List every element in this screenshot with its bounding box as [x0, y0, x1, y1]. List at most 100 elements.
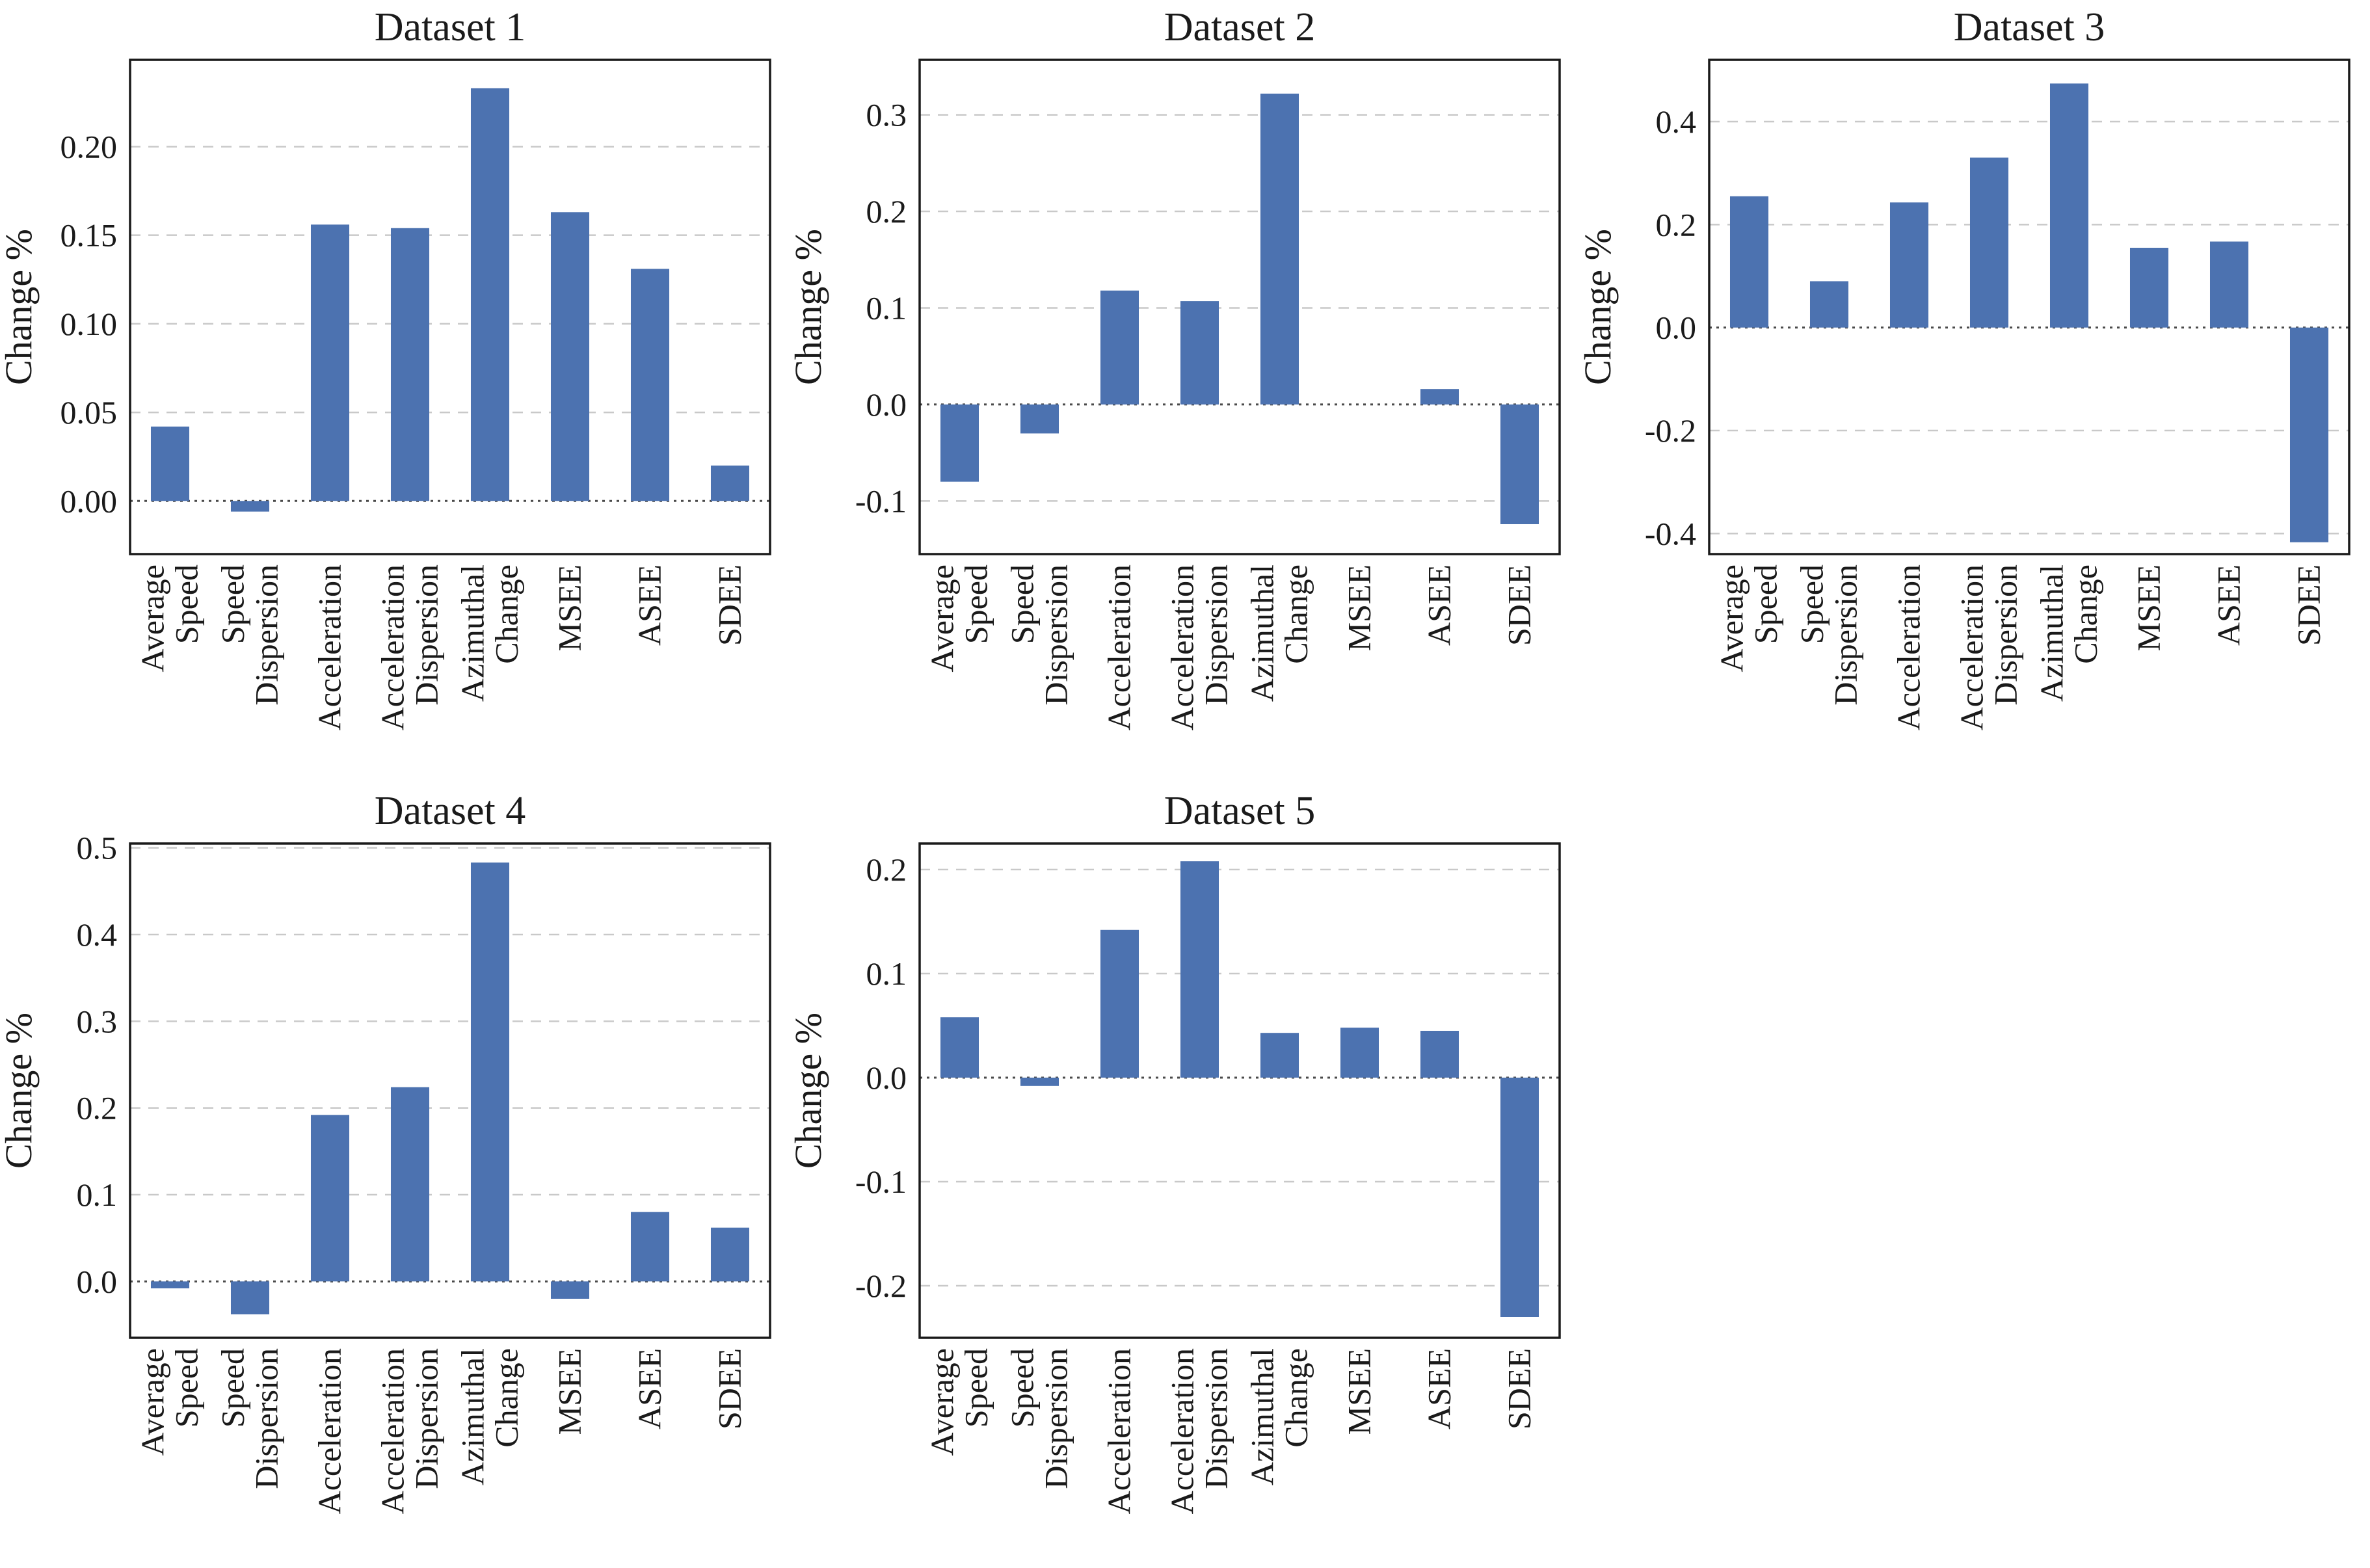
chart-title: Dataset 3: [1954, 5, 2105, 49]
x-tick-label: Average: [924, 1348, 961, 1456]
y-axis-label: Change %: [1579, 229, 1619, 385]
bar: [2209, 241, 2249, 328]
bar: [2289, 327, 2329, 542]
y-tick-label: 0.10: [60, 306, 118, 342]
y-tick-label: 0.20: [60, 128, 118, 165]
bar: [310, 1115, 350, 1282]
bar: [390, 228, 430, 501]
bar: [1260, 93, 1299, 405]
x-tick-label: ASEE: [1421, 565, 1458, 646]
y-tick-label: 0.4: [77, 916, 118, 953]
plot-frame: [918, 842, 1561, 1339]
chart-title: Dataset 5: [1164, 789, 1315, 833]
bar: [1969, 157, 2009, 328]
bar: [550, 1281, 590, 1299]
bar: [150, 426, 190, 501]
x-tick-label: Dispersion: [1988, 565, 2024, 706]
bar: [1020, 1078, 1059, 1086]
x-tick-label: SDEE: [1501, 1348, 1538, 1429]
x-tick-label: MSEE: [552, 565, 588, 651]
empty-cell: [1579, 784, 2369, 1567]
x-tick-label: Dispersion: [1038, 1348, 1074, 1489]
y-tick-label: 0.1: [866, 955, 907, 992]
x-tick-label: Average: [924, 565, 961, 672]
chart-title: Dataset 1: [375, 5, 526, 49]
bar: [230, 501, 270, 512]
bar: [940, 404, 979, 482]
x-tick-label: SDEE: [712, 1348, 748, 1429]
y-tick-label: 0.2: [1656, 206, 1697, 243]
bar: [1100, 929, 1139, 1078]
x-tick-label: Speed: [958, 565, 994, 644]
y-tick-label: 0.1: [866, 289, 907, 326]
bar: [710, 1227, 750, 1282]
y-tick-label: 0.2: [77, 1090, 118, 1126]
bar: [940, 1017, 979, 1078]
x-tick-label: Acceleration: [312, 565, 348, 730]
bar: [230, 1281, 270, 1314]
x-tick-label: Acceleration: [375, 1348, 411, 1514]
y-tick-label: 0.3: [866, 97, 907, 133]
x-tick-label: Acceleration: [375, 565, 411, 730]
chart-dataset-5: -0.2 -0.1 0.0 0.1 0.2 Average Speed Speed Disper…: [790, 784, 1579, 1567]
x-tick-label: Azimuthal: [1244, 1348, 1281, 1485]
x-tick-label: Acceleration: [1891, 565, 1927, 730]
chart-dataset-4: 0.0 0.1 0.2 0.3 0.4 0.5 Average Speed Speed Dispe…: [0, 784, 790, 1567]
y-tick-label: -0.4: [1645, 515, 1696, 551]
y-tick-label: 0.2: [866, 851, 907, 888]
y-tick-label: 0.00: [60, 483, 118, 519]
x-tick-label: Change: [2068, 565, 2104, 664]
bar: [150, 1281, 190, 1288]
x-tick-label: Dispersion: [248, 565, 285, 706]
x-tick-label: Dispersion: [1038, 565, 1074, 706]
bar: [390, 1087, 430, 1282]
x-tick-label: Dispersion: [248, 1348, 285, 1489]
bar: [1100, 290, 1139, 405]
x-tick-label: Average: [1714, 565, 1750, 672]
x-tick-label: Speed: [168, 1348, 205, 1428]
y-tick-label: 0.0: [866, 386, 907, 423]
x-tick-label: Speed: [1748, 565, 1784, 644]
y-tick-label: 0.1: [77, 1176, 118, 1213]
plot-frame: [1708, 59, 2350, 555]
y-axis-label: Change %: [0, 1013, 40, 1169]
bar: [1020, 404, 1059, 434]
y-tick-label: 0.05: [60, 394, 118, 431]
bar: [1500, 1078, 1539, 1317]
x-tick-label: MSEE: [552, 1348, 588, 1435]
chart-title: Dataset 2: [1164, 5, 1315, 49]
x-tick-label: ASEE: [632, 565, 668, 646]
plot-frame: [918, 59, 1561, 555]
x-tick-label: SDEE: [712, 565, 748, 646]
y-tick-label: -0.2: [855, 1268, 907, 1304]
bar: [1420, 1031, 1459, 1078]
bar: [1500, 404, 1539, 524]
bar: [1260, 1033, 1299, 1078]
x-tick-label: Average: [135, 1348, 171, 1456]
x-tick-label: Azimuthal: [2034, 565, 2070, 702]
y-axis-label: Change %: [790, 1013, 829, 1169]
y-tick-label: 0.5: [77, 830, 118, 866]
x-tick-label: Azimuthal: [1244, 565, 1281, 702]
x-tick-label: Acceleration: [1164, 565, 1201, 730]
bar: [1729, 196, 1769, 328]
x-tick-label: Dispersion: [408, 565, 445, 706]
x-tick-label: Speed: [168, 565, 205, 644]
x-tick-label: Speed: [1004, 565, 1041, 644]
x-tick-label: SDEE: [2291, 565, 2327, 646]
bar: [1180, 301, 1219, 405]
x-tick-label: Azimuthal: [455, 1348, 491, 1485]
x-tick-label: Speed: [215, 1348, 251, 1428]
x-tick-label: Speed: [1794, 565, 1830, 644]
x-tick-label: ASEE: [1421, 1348, 1458, 1429]
y-axis-label: Change %: [790, 229, 829, 385]
y-tick-label: 0.4: [1656, 103, 1697, 140]
y-tick-label: -0.1: [855, 483, 907, 519]
bar: [470, 862, 510, 1282]
plot-frame: [129, 842, 771, 1339]
bar: [2129, 247, 2169, 328]
